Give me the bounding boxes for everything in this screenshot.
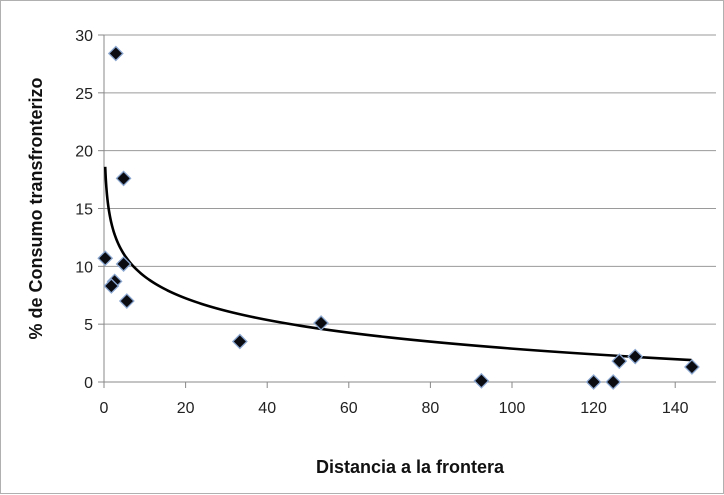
data-point bbox=[605, 374, 622, 390]
y-tick-label: 5 bbox=[84, 317, 93, 334]
y-tick-label: 10 bbox=[75, 259, 93, 276]
data-point bbox=[115, 256, 132, 272]
data-points bbox=[97, 45, 700, 390]
logarithmic-trendline bbox=[103, 166, 692, 362]
y-tick-label: 20 bbox=[75, 144, 93, 161]
y-axis-title: % de Consumo transfronterizo bbox=[26, 77, 46, 339]
data-point bbox=[231, 333, 248, 350]
x-tick-label: 80 bbox=[422, 400, 440, 417]
trendline-layer bbox=[103, 166, 692, 362]
x-tick-label: 20 bbox=[177, 400, 195, 417]
y-tick-label: 25 bbox=[75, 86, 93, 103]
gridlines bbox=[104, 34, 716, 325]
x-axis-title: Distancia a la frontera bbox=[316, 457, 505, 477]
data-point bbox=[627, 348, 644, 365]
y-tick-label: 30 bbox=[75, 28, 93, 45]
x-tick-label: 60 bbox=[340, 400, 358, 417]
x-tick-label: 100 bbox=[499, 400, 526, 417]
axes: 0 5 10 15 20 25 30 0 20 40 60 80 100 120 140 bbox=[75, 28, 716, 417]
y-tick-label: 15 bbox=[75, 202, 93, 219]
data-point bbox=[118, 293, 135, 309]
data-point bbox=[107, 45, 124, 62]
x-tick-label: 140 bbox=[662, 400, 689, 417]
data-point bbox=[585, 374, 602, 390]
y-tick-label: 0 bbox=[84, 375, 93, 392]
data-point bbox=[611, 353, 628, 370]
data-point bbox=[684, 359, 700, 375]
x-tick-label: 120 bbox=[580, 400, 607, 417]
data-point bbox=[473, 372, 490, 389]
data-point bbox=[115, 170, 132, 187]
x-tick-label: 40 bbox=[258, 400, 276, 417]
data-point bbox=[103, 278, 120, 294]
x-tick-label: 0 bbox=[100, 400, 109, 417]
data-point bbox=[313, 315, 329, 331]
data-point bbox=[97, 250, 114, 267]
